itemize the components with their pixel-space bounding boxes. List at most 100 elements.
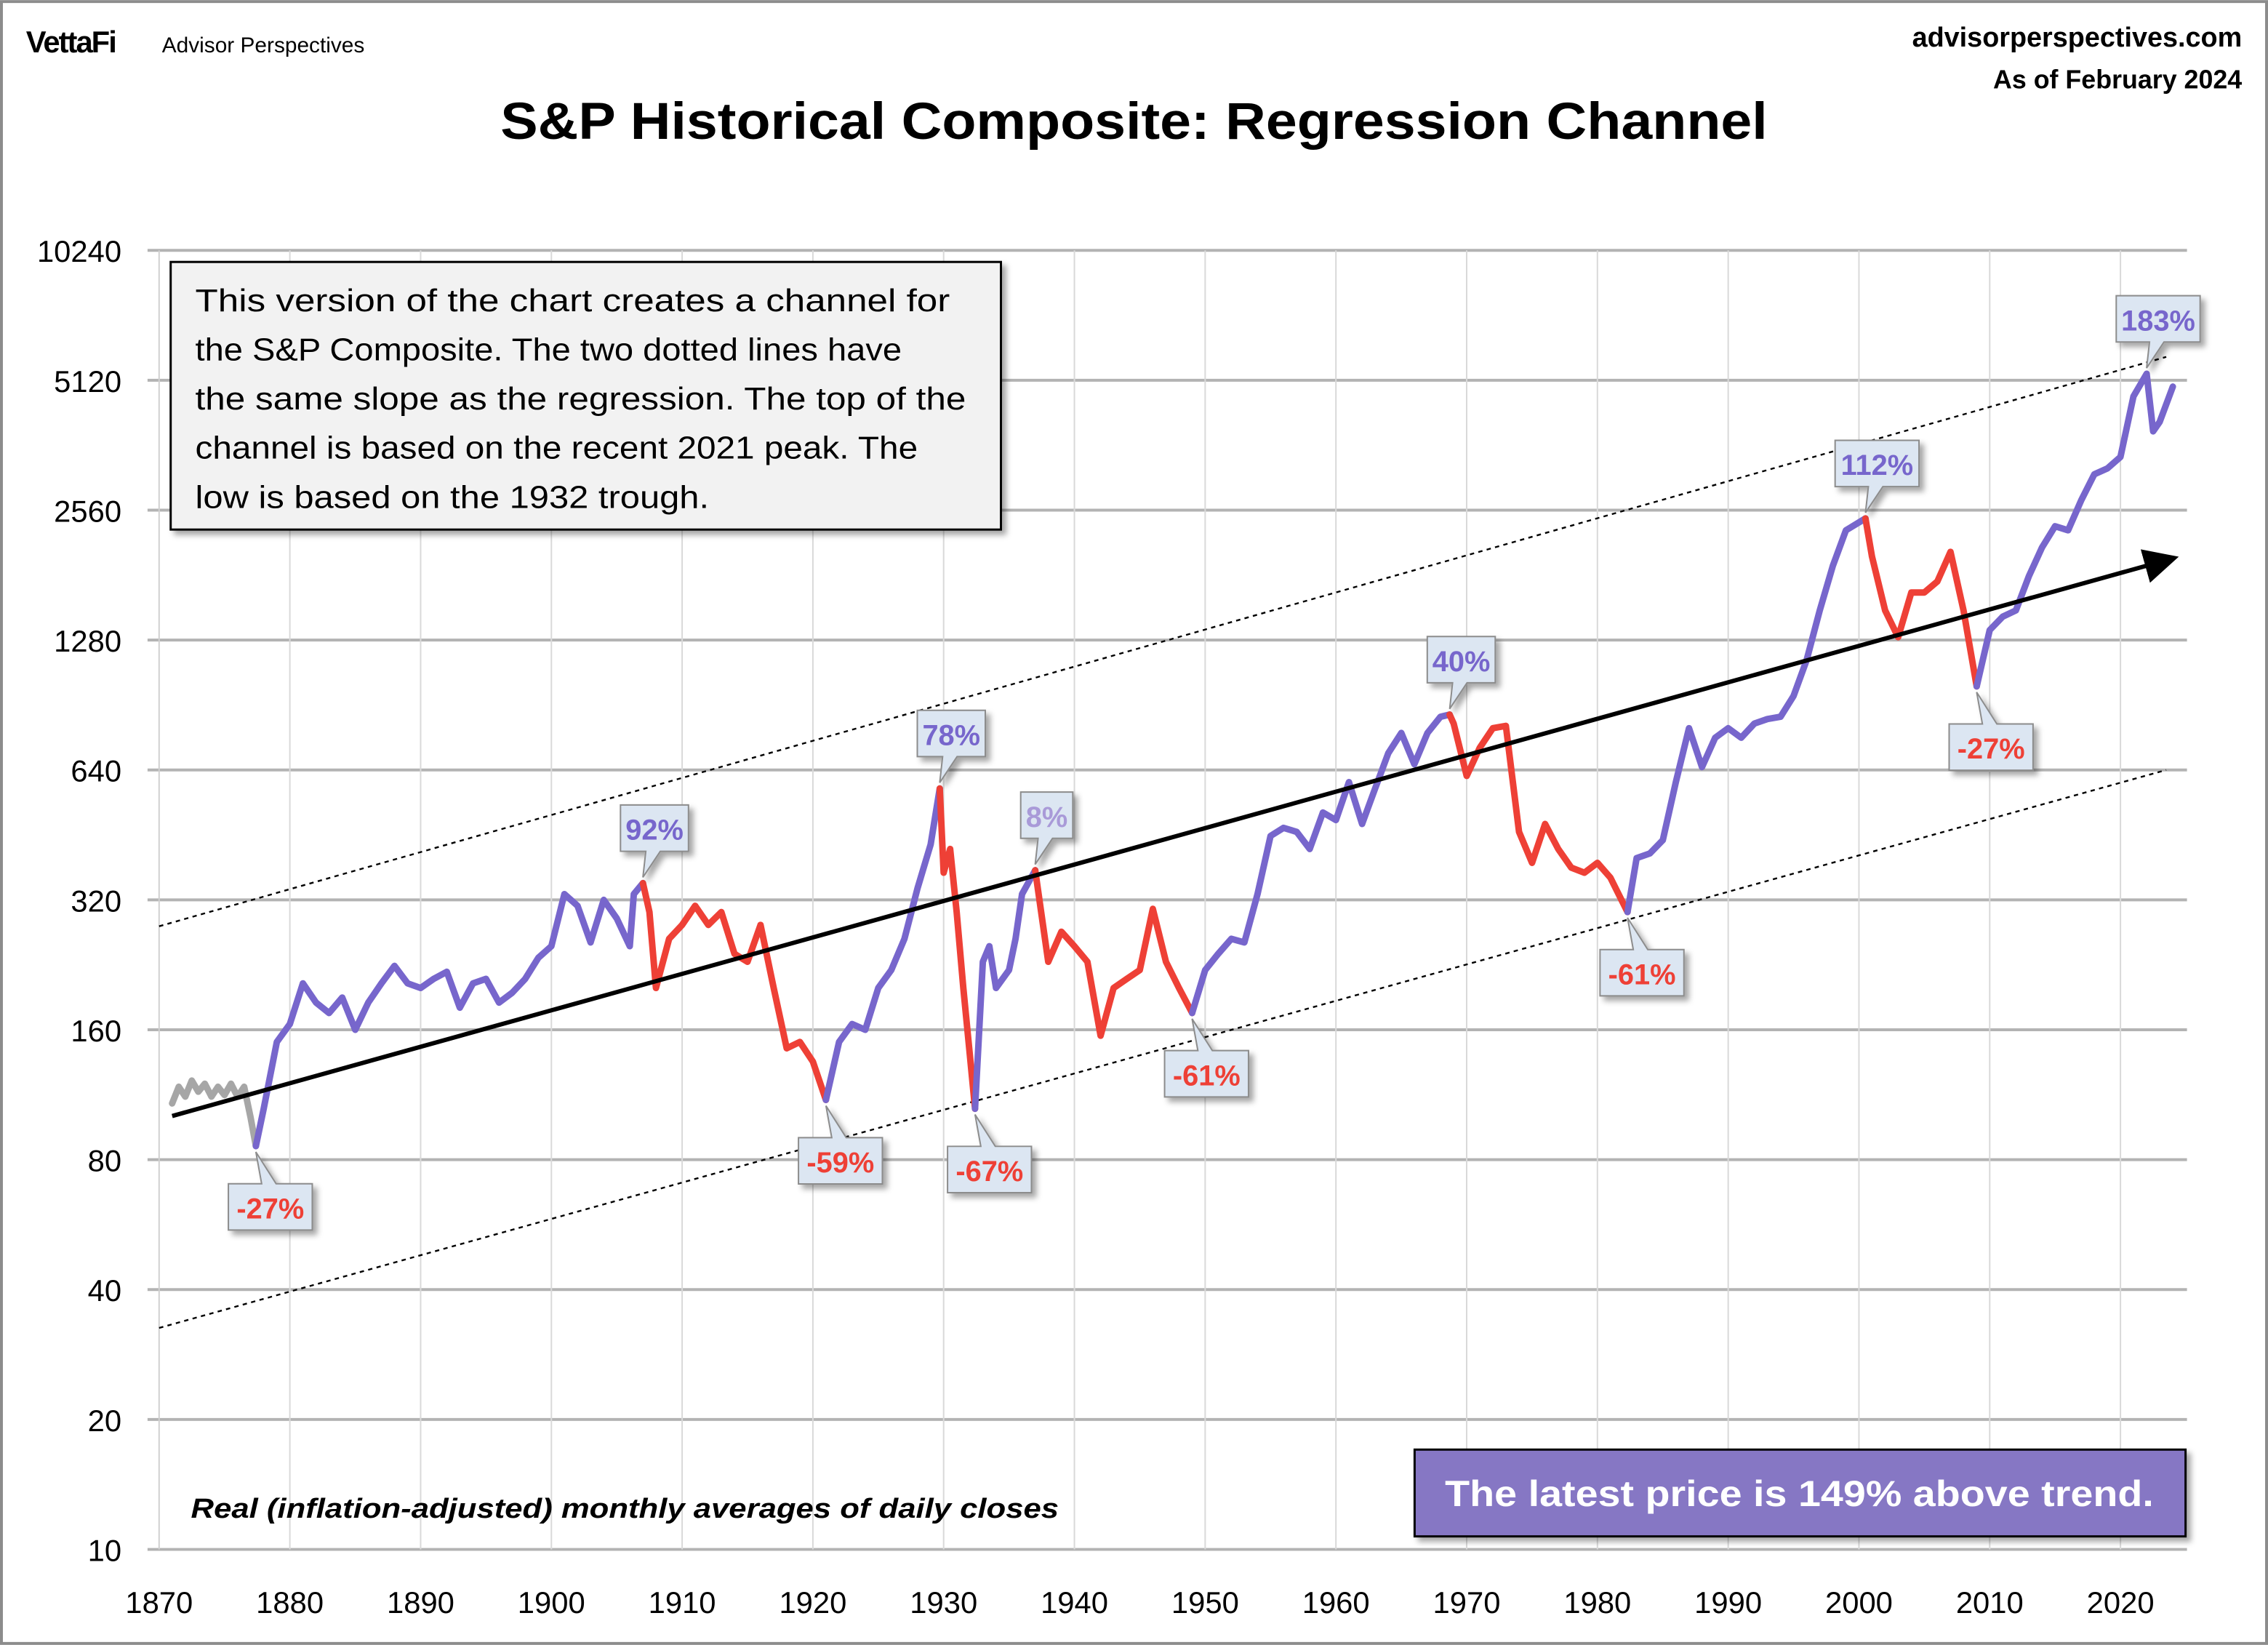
callout-label: 112% [1841,449,1914,481]
callout-box [1426,636,1496,710]
x-tick-label: 1920 [779,1585,846,1620]
series-segment-up [1624,515,1869,916]
y-tick-label: 5120 [54,364,121,399]
x-tick-label: 1900 [518,1585,585,1620]
regression-trend-line [171,549,2179,1118]
note-text: This version of the chart creates a chan… [196,283,966,516]
y-tick-label: 2560 [54,494,121,528]
callout-label: 78% [922,719,980,751]
callout-box [620,804,689,878]
series-segment-up [1973,370,2176,690]
callout-box [1948,692,2034,772]
x-tick-label: 1940 [1041,1585,1108,1620]
callout-label: -67% [955,1156,1023,1188]
callout-box [1599,917,1685,997]
note-box: This version of the chart creates a chan… [169,260,1002,531]
y-tick-label: 640 [71,754,121,788]
series-segment-early [169,1077,260,1150]
callout-box [228,1151,313,1231]
x-tick-label: 2010 [1956,1585,2024,1620]
callout: -61% [1599,917,1685,997]
series-segment-up [822,785,943,1103]
series-segment-down [1446,711,1631,916]
x-tick-label: 1960 [1302,1585,1370,1620]
callouts: -27% 92% -59% 78% -67% 8% -61% 40% -61% 112% -27% 1… [228,295,2201,1231]
y-tick-label: 320 [71,884,121,918]
callout-box [1163,1018,1249,1098]
callout-label: -27% [236,1193,304,1225]
y-tick-label: 20 [88,1404,121,1438]
callout-label: -61% [1608,959,1676,991]
channel-lines [159,356,2167,1329]
note-line: the same slope as the regression. The to… [196,381,966,417]
price-series [169,370,2176,1150]
x-tick-label: 1990 [1694,1585,1762,1620]
y-tick-label: 10 [88,1533,121,1567]
y-tick-label: 80 [88,1144,121,1178]
callout: -27% [228,1151,313,1231]
callout: -61% [1163,1018,1249,1098]
callout: 112% [1834,439,1920,513]
callout: 78% [916,709,986,783]
callout-box [798,1105,883,1185]
trend-banner: The latest price is 149% above trend. [1413,1448,2187,1538]
series-segment-down [936,785,979,1113]
footnote: Real (inflation-adjusted) monthly averag… [191,1494,1059,1524]
callout-label: 92% [625,815,684,846]
callout: -67% [947,1114,1033,1193]
callout-label: -59% [806,1147,874,1179]
x-tick-label: 1880 [256,1585,324,1620]
x-tick-label: 1870 [125,1585,193,1620]
y-axis: 10240 5120 2560 1280 640 320 160 80 40 20 10 [37,234,121,1567]
callout-box [1019,791,1074,865]
series-segment-up [252,879,646,1150]
note-line: low is based on the 1932 trough. [196,479,710,515]
series-segment-down [639,879,830,1103]
banner-text: The latest price is 149% above trend. [1445,1473,2154,1514]
chart-title: S&P Historical Composite: Regression Cha… [500,92,1768,151]
brand-subtitle: Advisor Perspectives [162,33,365,57]
trend-line-group [171,549,2179,1118]
x-tick-label: 1970 [1433,1585,1501,1620]
x-tick-label: 1890 [387,1585,454,1620]
x-tick-label: 1930 [910,1585,977,1620]
callout-label: -27% [1958,733,2025,765]
x-axis: 1870 1880 1890 1900 1910 1920 1930 1940 1950 1960… [125,1585,2154,1620]
note-line: This version of the chart creates a chan… [196,283,950,319]
callout-label: 183% [2121,305,2195,337]
series-segment-down [1862,515,1980,690]
y-tick-label: 1280 [54,624,121,658]
brand-logo: VettaFi [26,25,116,59]
callout: 8% [1019,791,1074,865]
as-of-date: As of February 2024 [1993,65,2242,95]
note-line: the S&P Composite. The two dotted lines … [196,332,902,367]
callout-label: -61% [1173,1060,1241,1092]
callout-label: 40% [1432,646,1491,678]
x-tick-label: 1980 [1563,1585,1631,1620]
callout: 183% [2115,295,2201,369]
callout-box [1834,439,1920,513]
callout: 40% [1426,636,1496,710]
series-segment-up [1188,711,1454,1017]
channel-upper-line [159,356,2167,927]
site-url: advisorperspectives.com [1912,23,2243,53]
callout-box [916,709,986,783]
x-tick-label: 2020 [2087,1585,2155,1620]
callout: 92% [620,804,689,878]
note-line: channel is based on the recent 2021 peak… [196,431,918,466]
callout-label: 8% [1026,801,1067,833]
callout-box [2115,295,2201,369]
y-tick-label: 40 [88,1273,121,1308]
callout: -59% [798,1105,883,1185]
y-tick-label: 160 [71,1014,121,1048]
channel-lower-line [159,769,2167,1329]
x-tick-label: 1910 [649,1585,716,1620]
series-segment-up [971,867,1039,1113]
series-segment-down [1032,867,1195,1039]
callout-box [947,1114,1033,1193]
y-tick-label: 10240 [37,234,121,268]
x-tick-label: 1950 [1171,1585,1239,1620]
callout: -27% [1948,692,2034,772]
